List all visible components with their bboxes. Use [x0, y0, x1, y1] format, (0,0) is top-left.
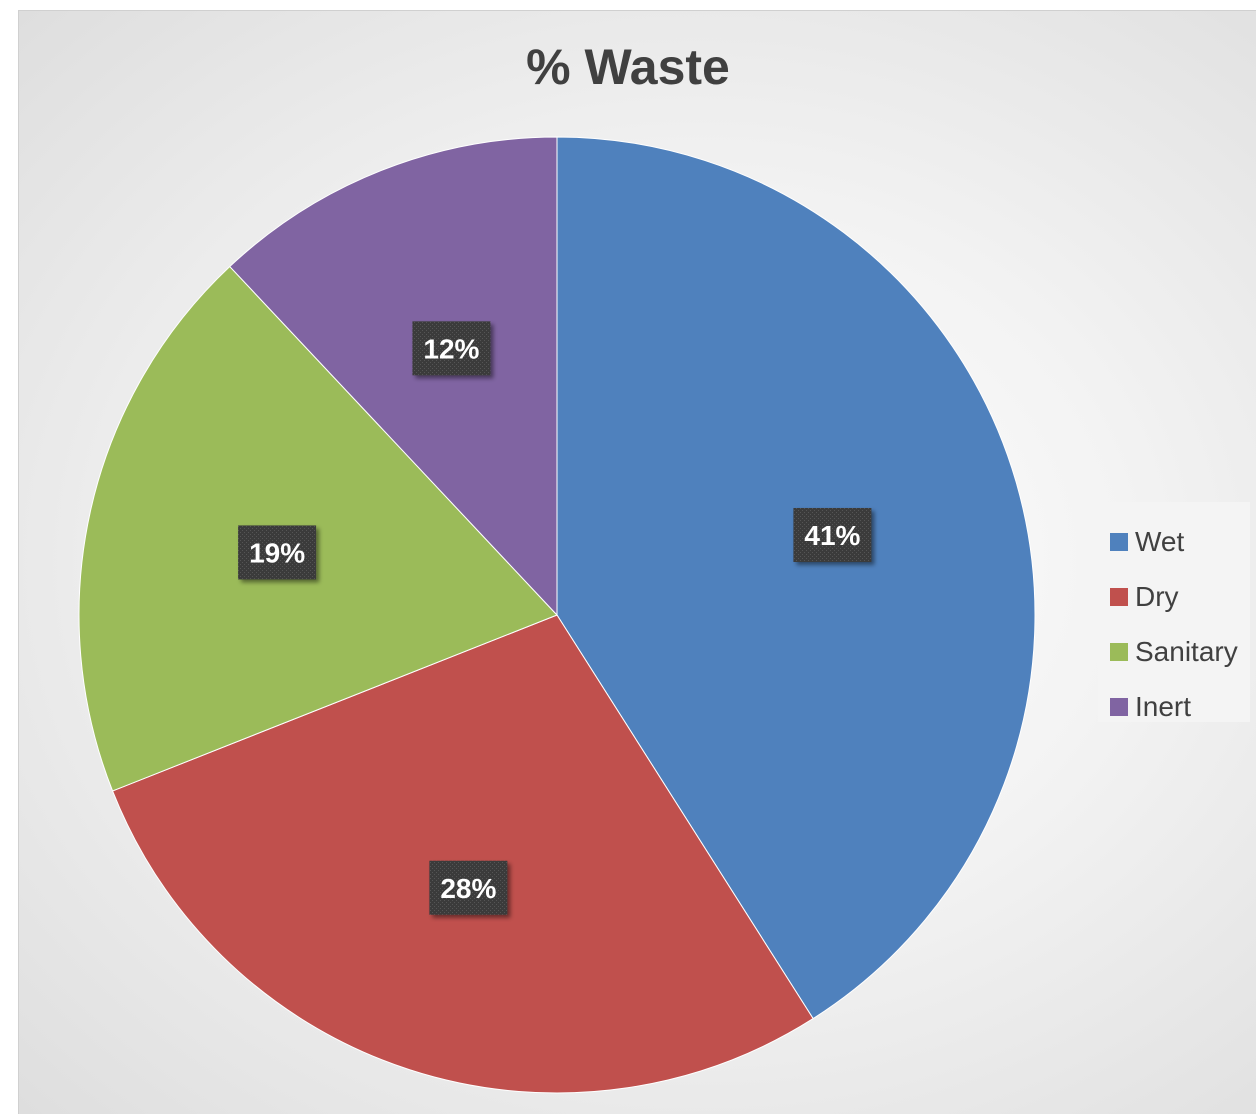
pie-slice-dry — [111, 614, 814, 1094]
data-label-box-dry — [429, 860, 508, 915]
pie-slices — [78, 136, 1036, 1094]
legend-label-wet: Wet — [1135, 525, 1185, 557]
data-label-dry: 28% — [429, 860, 508, 915]
chart-title: % Waste — [526, 39, 730, 95]
legend-swatch-sanitary — [1110, 642, 1128, 661]
data-label-box-inert — [412, 321, 491, 376]
legend-swatch-inert — [1110, 697, 1128, 716]
legend-item-dry: Dry — [1098, 569, 1250, 624]
legend-label-dry: Dry — [1135, 580, 1179, 612]
data-label-box-wet — [793, 507, 872, 562]
data-label-sanitary: 19% — [238, 525, 317, 580]
legend-swatch-dry — [1110, 587, 1128, 606]
legend-label-sanitary: Sanitary — [1135, 635, 1238, 667]
pie-slice-sanitary — [78, 265, 558, 792]
legend-item-wet: Wet — [1098, 514, 1250, 569]
legend-item-sanitary: Sanitary — [1098, 624, 1250, 679]
data-label-text-wet: 41% — [804, 520, 860, 551]
legend-item-inert: Inert — [1098, 679, 1250, 734]
data-label-text-inert: 12% — [423, 333, 479, 364]
chart-legend: Wet Dry Sanitary Inert — [1098, 502, 1250, 722]
data-label-text-dry: 28% — [440, 873, 496, 904]
legend-swatch-wet — [1110, 532, 1128, 551]
legend-label-inert: Inert — [1135, 690, 1192, 722]
data-label-wet: 41% — [793, 507, 872, 562]
data-label-text-sanitary: 19% — [249, 537, 305, 568]
data-label-box-sanitary — [238, 525, 317, 580]
pie-data-labels: 41% 28% 19% 12% — [238, 321, 872, 915]
data-label-inert: 12% — [412, 321, 491, 376]
pie-slice-wet — [556, 136, 1036, 1020]
pie-slice-inert — [229, 136, 558, 617]
